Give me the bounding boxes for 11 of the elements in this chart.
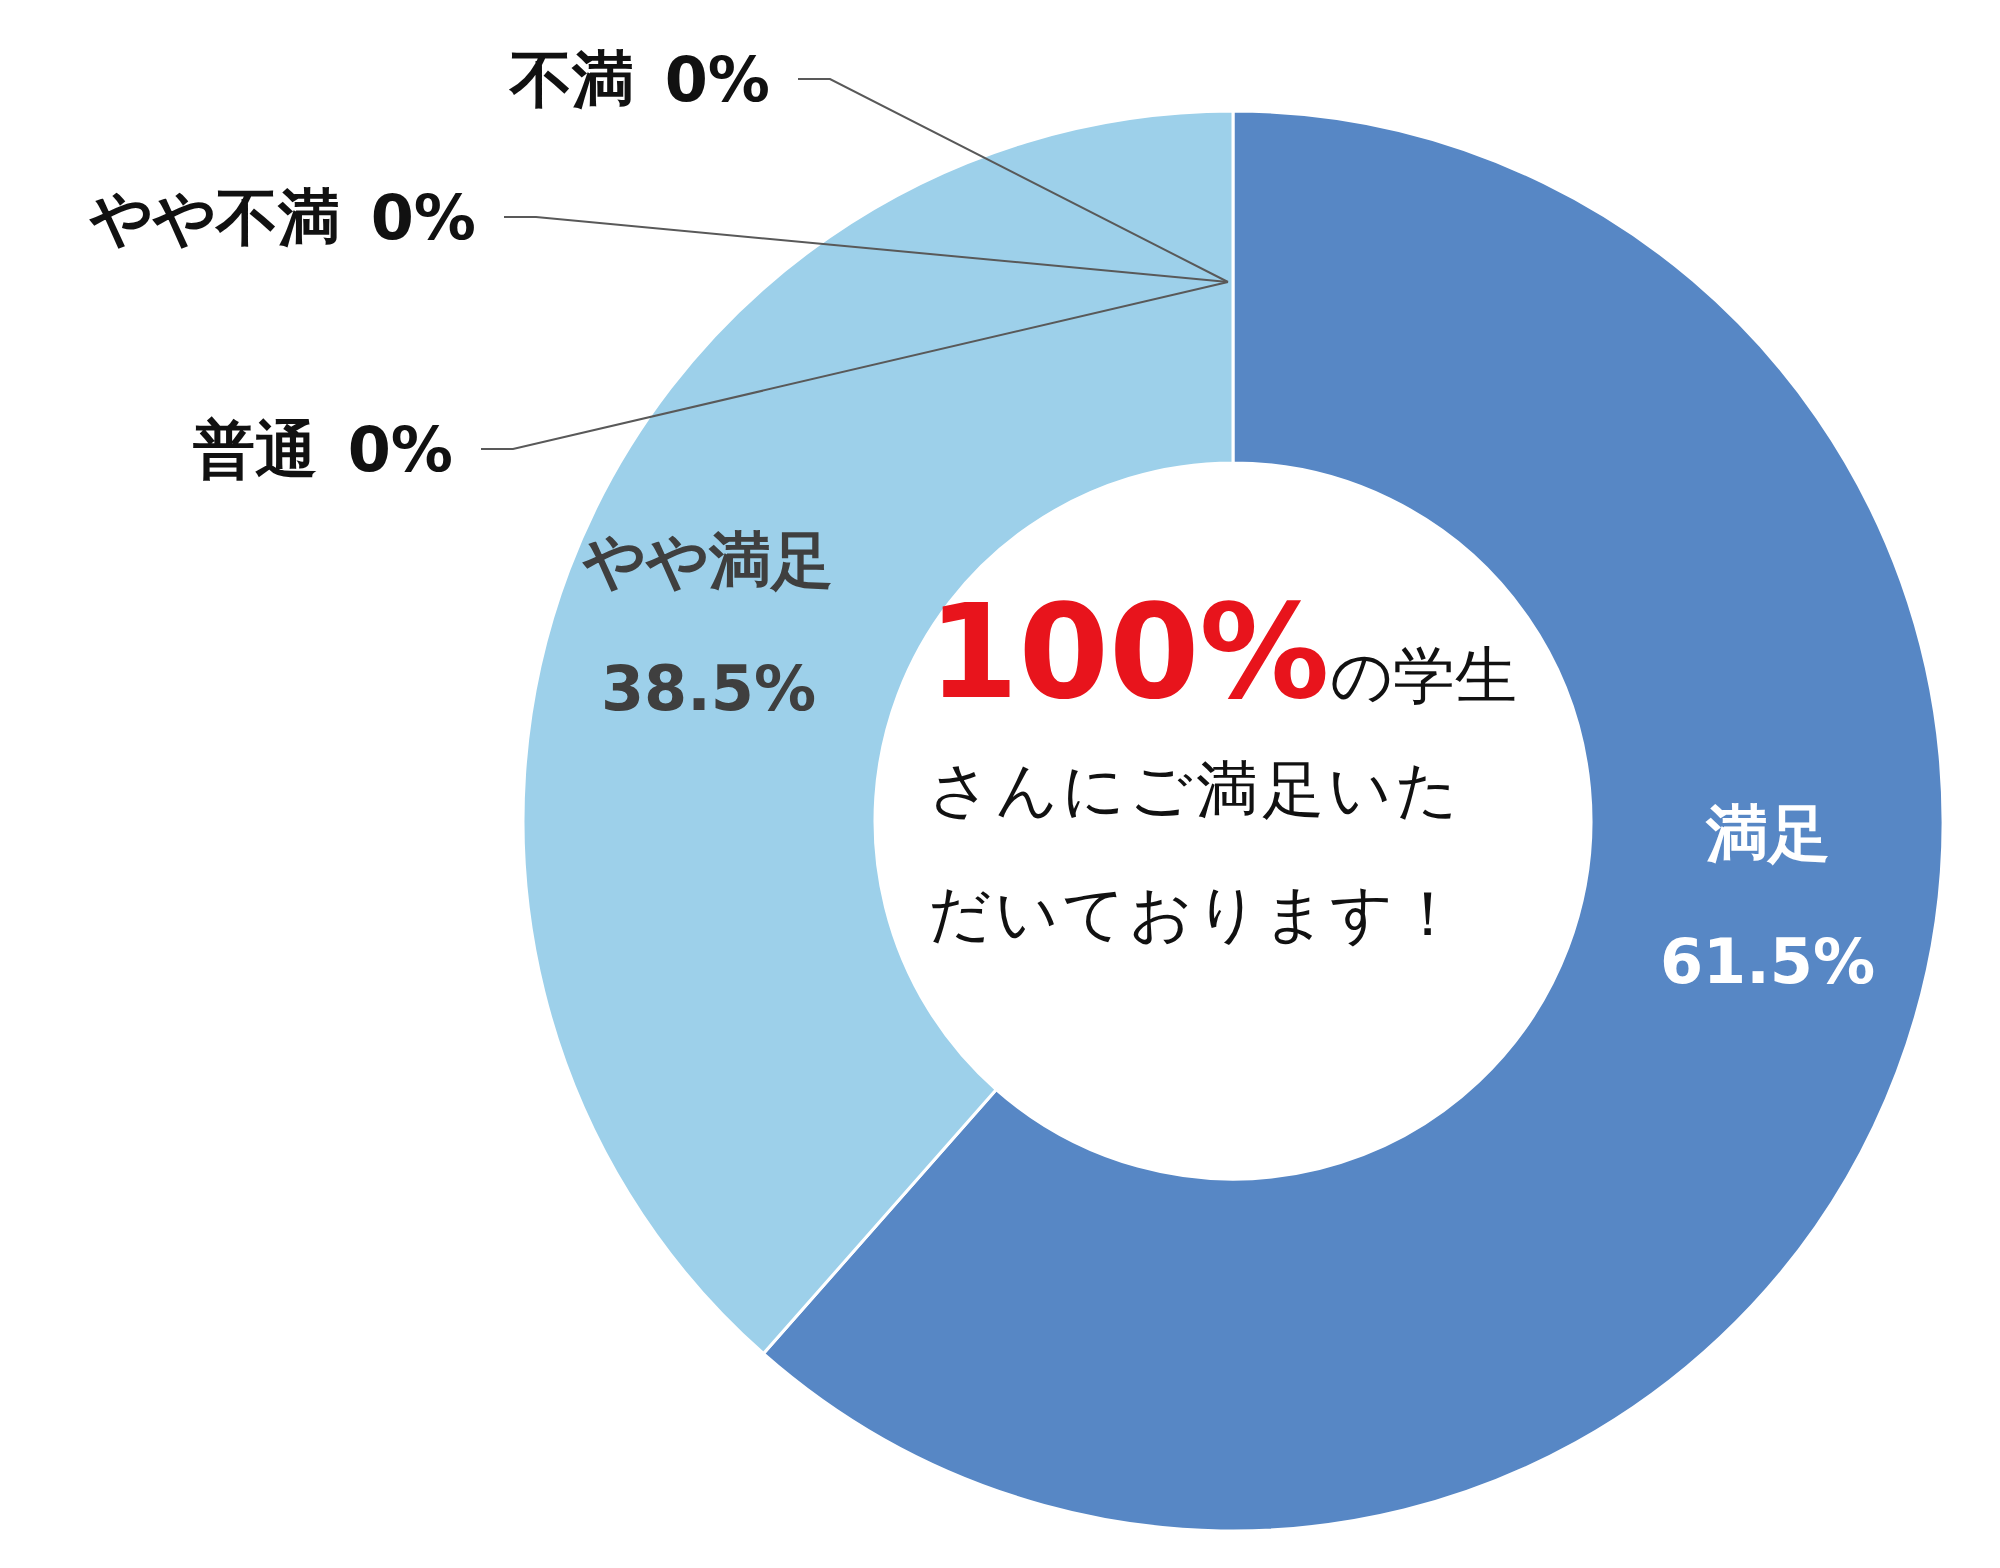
- slice-label: やや満足: [582, 524, 834, 598]
- category-label: 普通: [192, 413, 317, 486]
- category-label: 不満: [509, 43, 634, 116]
- data-label: 61.5%: [1659, 924, 1876, 998]
- data-label: 38.5%: [600, 652, 817, 726]
- slice-label: 満足: [1704, 796, 1830, 870]
- category-label: やや不満: [89, 181, 340, 254]
- text: 0%: [664, 43, 770, 116]
- text: 100%: [928, 576, 1330, 728]
- text: 0%: [347, 413, 453, 486]
- text: 0%: [370, 181, 476, 254]
